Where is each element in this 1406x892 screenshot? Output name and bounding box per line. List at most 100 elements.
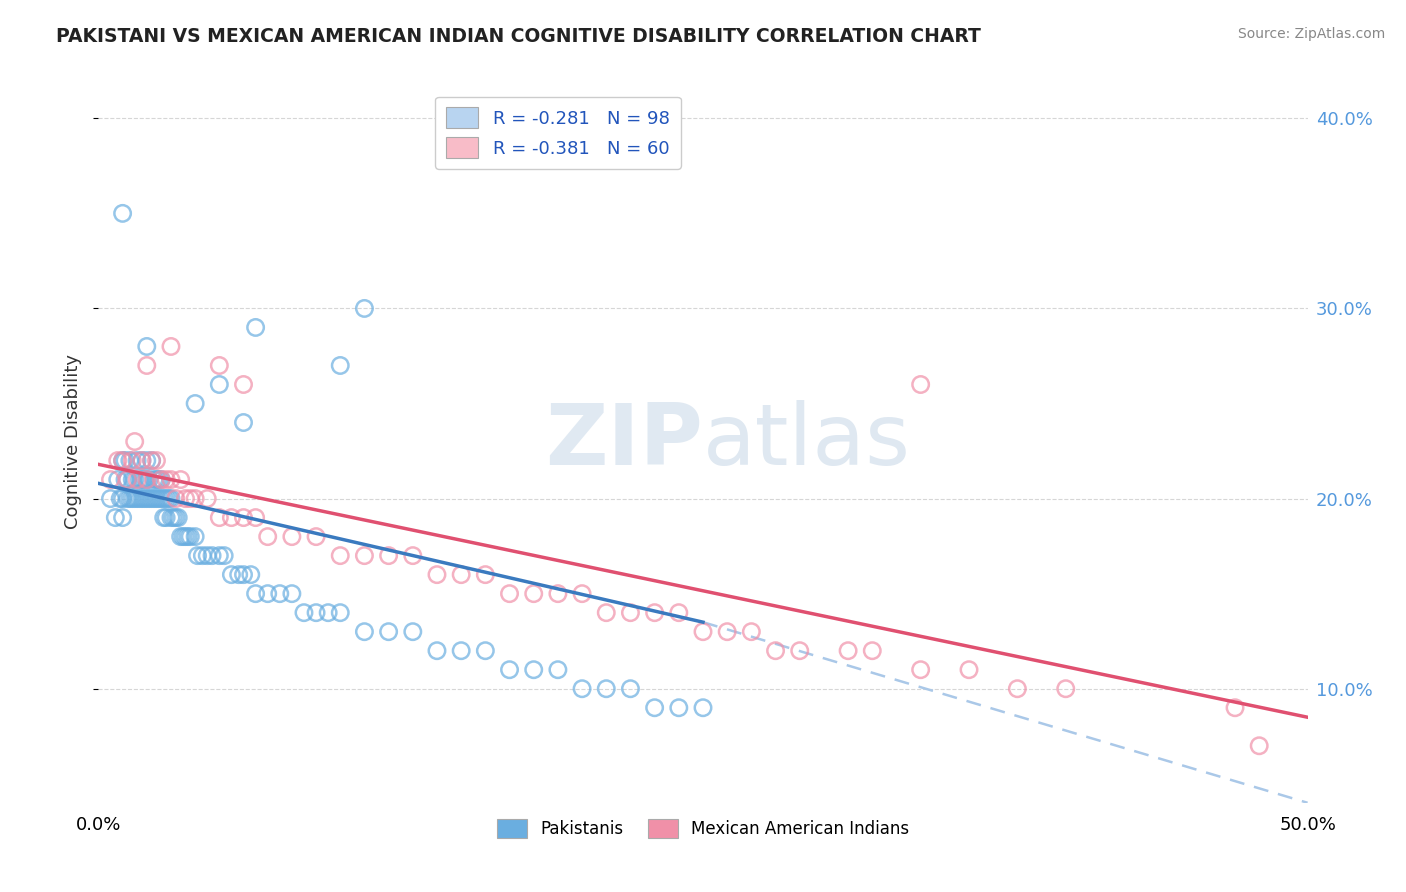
Point [152, 491, 174, 506]
Point [208, 510, 231, 524]
Point [127, 491, 149, 506]
Point [316, 606, 339, 620]
Point [595, 606, 617, 620]
Point [134, 491, 156, 506]
Point [692, 700, 714, 714]
Point [789, 643, 811, 657]
Point [547, 663, 569, 677]
Point [143, 473, 166, 487]
Point [292, 606, 315, 620]
Point [104, 510, 127, 524]
Point [1249, 739, 1271, 753]
Text: PAKISTANI VS MEXICAN AMERICAN INDIAN COGNITIVE DISABILITY CORRELATION CHART: PAKISTANI VS MEXICAN AMERICAN INDIAN COG… [56, 27, 981, 45]
Point [353, 624, 375, 639]
Point [150, 491, 173, 506]
Point [148, 473, 170, 487]
Point [837, 643, 859, 657]
Point [644, 700, 666, 714]
Point [221, 510, 243, 524]
Point [692, 624, 714, 639]
Point [329, 359, 352, 373]
Point [232, 377, 254, 392]
Point [118, 453, 141, 467]
Point [221, 567, 243, 582]
Point [668, 700, 690, 714]
Point [155, 473, 177, 487]
Point [212, 549, 235, 563]
Point [138, 491, 160, 506]
Point [208, 549, 231, 563]
Point [160, 491, 183, 506]
Point [498, 587, 520, 601]
Point [281, 530, 304, 544]
Point [172, 530, 194, 544]
Point [281, 587, 304, 601]
Point [160, 473, 183, 487]
Point [245, 320, 267, 334]
Point [245, 587, 267, 601]
Point [111, 206, 134, 220]
Point [138, 473, 160, 487]
Point [269, 587, 291, 601]
Point [1007, 681, 1029, 696]
Point [174, 530, 197, 544]
Point [619, 606, 641, 620]
Point [232, 510, 254, 524]
Point [305, 530, 328, 544]
Point [148, 491, 170, 506]
Point [121, 491, 143, 506]
Point [100, 473, 122, 487]
Point [114, 473, 136, 487]
Point [474, 567, 496, 582]
Point [201, 549, 224, 563]
Point [131, 473, 153, 487]
Point [547, 587, 569, 601]
Point [111, 510, 134, 524]
Point [127, 473, 149, 487]
Point [145, 473, 167, 487]
Point [957, 663, 980, 677]
Point [184, 530, 207, 544]
Point [131, 453, 153, 467]
Point [208, 377, 231, 392]
Point [184, 396, 207, 410]
Point [114, 453, 136, 467]
Point [167, 510, 190, 524]
Point [174, 491, 197, 506]
Point [135, 491, 157, 506]
Point [377, 624, 399, 639]
Point [910, 377, 932, 392]
Point [329, 606, 352, 620]
Point [232, 567, 254, 582]
Point [668, 606, 690, 620]
Text: Source: ZipAtlas.com: Source: ZipAtlas.com [1237, 27, 1385, 41]
Point [195, 491, 218, 506]
Point [111, 453, 134, 467]
Point [1054, 681, 1077, 696]
Point [1223, 700, 1246, 714]
Point [256, 530, 278, 544]
Point [150, 473, 173, 487]
Text: ZIP: ZIP [546, 400, 703, 483]
Legend: Pakistanis, Mexican American Indians: Pakistanis, Mexican American Indians [489, 813, 917, 845]
Point [160, 339, 183, 353]
Point [450, 567, 472, 582]
Point [107, 473, 129, 487]
Point [195, 549, 218, 563]
Point [165, 491, 187, 506]
Point [169, 473, 191, 487]
Point [571, 587, 593, 601]
Point [152, 510, 174, 524]
Point [135, 359, 157, 373]
Point [162, 510, 184, 524]
Point [124, 473, 146, 487]
Point [245, 510, 267, 524]
Point [498, 663, 520, 677]
Point [124, 491, 146, 506]
Point [111, 453, 134, 467]
Point [107, 453, 129, 467]
Point [145, 491, 167, 506]
Point [128, 491, 150, 506]
Point [124, 434, 146, 449]
Point [329, 549, 352, 563]
